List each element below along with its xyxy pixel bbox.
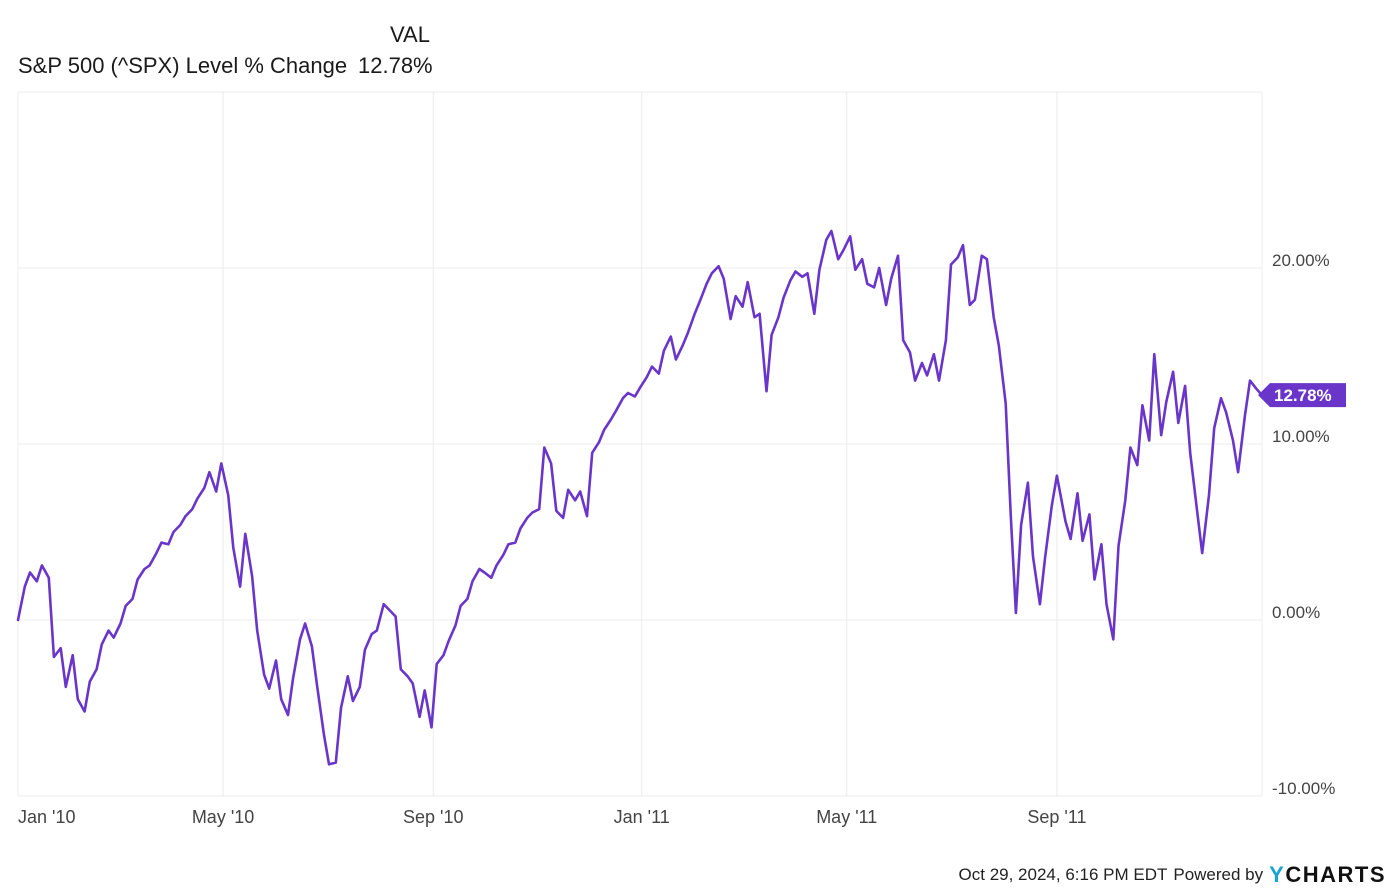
y-tick-label: 0.00% — [1272, 603, 1320, 622]
gridlines — [17, 91, 1263, 797]
last-value-badge-shape — [1258, 383, 1346, 408]
ycharts-logo-text: CHARTS — [1285, 862, 1386, 887]
axis-labels: -10.00% 0.00% 10.00% 20.00% Jan '10 May '10 Se… — [18, 251, 1335, 827]
x-tick-label: Jan '11 — [614, 807, 670, 827]
x-tick-label: Sep '10 — [403, 807, 464, 827]
footer-timestamp: Oct 29, 2024, 6:16 PM EDT — [958, 865, 1168, 884]
y-tick-label: -10.00% — [1272, 779, 1335, 798]
chart-legend: VAL S&P 500 (^SPX) Level % Change 12.78% — [0, 0, 460, 90]
y-tick-label: 20.00% — [1272, 251, 1330, 270]
y-tick-label: 10.00% — [1272, 427, 1330, 446]
legend-series-value: 12.78% — [358, 53, 433, 78]
x-tick-label: May '11 — [816, 807, 877, 827]
x-tick-label: May '10 — [192, 807, 254, 827]
series-layer — [16, 229, 1264, 766]
chart-footer: Oct 29, 2024, 6:16 PM EDT Powered by YCH… — [959, 862, 1386, 888]
x-tick-label: Jan '10 — [18, 807, 75, 827]
legend-column-header: VAL — [390, 22, 430, 47]
ycharts-logo-initial: Y — [1269, 862, 1286, 887]
footer-powered-by: Powered by — [1173, 865, 1264, 884]
x-tick-label: Sep '11 — [1027, 807, 1086, 827]
last-value-badge: 12.78% — [1258, 383, 1346, 408]
last-value-label: 12.78% — [1274, 386, 1332, 405]
legend-series-label: S&P 500 (^SPX) Level % Change — [18, 53, 348, 78]
ycharts-logo[interactable]: YCHARTS — [1269, 862, 1386, 888]
series-line — [16, 229, 1264, 766]
